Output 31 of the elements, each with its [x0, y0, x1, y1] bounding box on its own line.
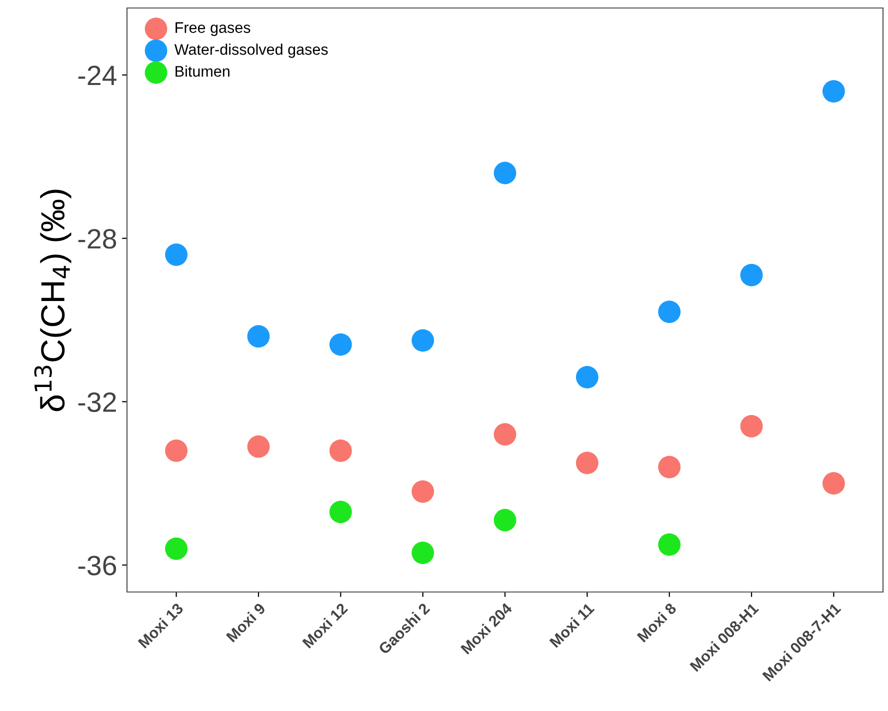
point — [329, 333, 352, 356]
point — [412, 542, 434, 564]
point — [494, 508, 516, 532]
point — [165, 538, 188, 560]
y-tick-label: -28 — [78, 229, 116, 249]
point — [412, 480, 434, 503]
point — [658, 533, 681, 556]
point — [740, 414, 763, 438]
legend-label: Water-dissolved gases — [174, 44, 328, 58]
point — [165, 440, 188, 462]
point — [740, 264, 763, 286]
point — [494, 162, 516, 184]
point — [412, 329, 434, 352]
point — [658, 456, 681, 478]
point — [658, 300, 681, 324]
point — [822, 472, 845, 495]
y-tick-label: -36 — [78, 556, 116, 576]
legend-label: Bitumen — [176, 66, 230, 77]
point — [576, 366, 598, 388]
point — [494, 423, 516, 446]
y-tick-label: -32 — [78, 392, 116, 412]
point — [329, 500, 352, 524]
point — [329, 440, 352, 462]
point — [247, 325, 270, 348]
point — [576, 452, 598, 474]
point — [247, 435, 270, 458]
point — [165, 243, 188, 266]
y-axis-title: δ$^{13}$C(CH$_{4}$) (‰) — [34, 190, 72, 412]
y-tick-label: -24 — [78, 66, 116, 86]
point — [822, 80, 845, 103]
legend-label: Free gases — [176, 22, 250, 36]
